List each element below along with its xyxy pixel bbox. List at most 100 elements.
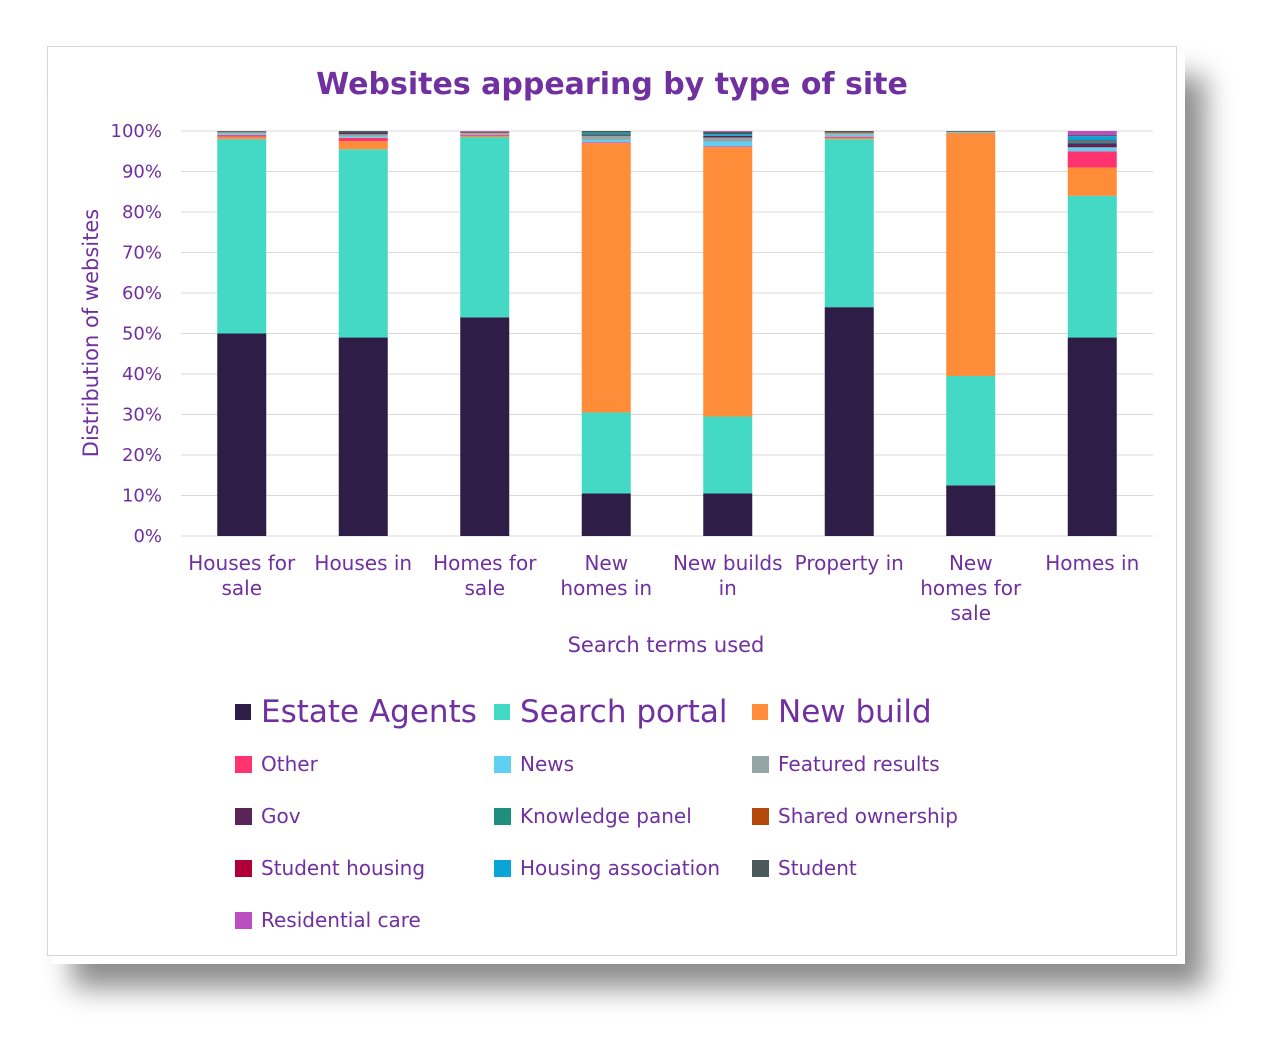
bar-segment xyxy=(338,337,388,536)
bar-segment xyxy=(338,149,388,338)
bar-segment xyxy=(581,132,631,134)
legend-label: Student housing xyxy=(261,856,425,880)
bar-segment xyxy=(946,485,996,537)
bar-segment xyxy=(217,333,267,536)
bar-segment xyxy=(1067,131,1117,136)
bar-segment xyxy=(824,132,874,134)
bar-segment xyxy=(581,135,631,136)
bar-segment xyxy=(581,131,631,133)
bar-segment xyxy=(217,131,267,133)
legend-label: Shared ownership xyxy=(778,804,958,828)
legend-label: Gov xyxy=(261,804,301,828)
bar-segment xyxy=(703,141,753,147)
bar-segment xyxy=(338,134,388,137)
x-category-label: New builds xyxy=(673,551,783,575)
legend-label: Residential care xyxy=(261,908,421,932)
legend-label: Housing association xyxy=(520,856,720,880)
bar-segment xyxy=(217,131,267,132)
legend-label: Estate Agents xyxy=(261,694,477,730)
legend-label: Knowledge panel xyxy=(520,804,692,828)
bar-segment xyxy=(581,139,631,143)
legend-swatch xyxy=(494,756,511,773)
bar-segment xyxy=(581,143,631,413)
bar-segment xyxy=(946,131,996,133)
bar-segment xyxy=(460,131,510,132)
bar-segment xyxy=(1067,143,1117,148)
bar-segment xyxy=(217,133,267,136)
x-category-label: sale xyxy=(950,601,991,625)
bar-segment xyxy=(338,137,388,142)
bar-segment xyxy=(581,412,631,494)
legend-swatch xyxy=(235,808,252,825)
bar-segment xyxy=(1067,136,1117,141)
y-tick-label: 40% xyxy=(122,364,162,385)
bar-segment xyxy=(824,133,874,135)
x-category-label: homes in xyxy=(560,576,652,600)
legend-swatch xyxy=(752,704,768,720)
legend-label: Other xyxy=(261,752,319,776)
bar-segment xyxy=(824,137,874,140)
x-category-label: Houses in xyxy=(314,551,412,575)
bar-segment xyxy=(1067,151,1117,168)
bar-segment xyxy=(460,131,510,133)
bar-segment xyxy=(1067,148,1117,152)
bar-segment xyxy=(946,133,996,377)
y-tick-label: 80% xyxy=(122,202,162,223)
x-category-label: Homes for xyxy=(433,551,537,575)
bar-segment xyxy=(460,135,510,138)
bar-segment xyxy=(703,131,753,132)
y-axis-ticks: 0% 10% 20% 30% 40% 50% 60% 70% 80% 90% 100% xyxy=(111,121,162,547)
y-tick-label: 60% xyxy=(122,283,162,304)
bar-segment xyxy=(1067,140,1117,142)
legend-swatch xyxy=(235,704,251,720)
y-tick-label: 20% xyxy=(122,445,162,466)
x-category-label: sale xyxy=(221,576,262,600)
x-category-label: sale xyxy=(464,576,505,600)
legend-swatch xyxy=(235,756,252,773)
bar-segment xyxy=(946,131,996,132)
bar-segment xyxy=(1067,141,1117,144)
bar-segment xyxy=(824,134,874,137)
bar-segment xyxy=(703,131,753,135)
bar-segment xyxy=(581,493,631,536)
legend-label: News xyxy=(520,752,574,776)
legend-swatch xyxy=(752,808,769,825)
bar-segment xyxy=(1067,147,1117,149)
bar-segment xyxy=(703,147,753,417)
bars xyxy=(217,131,1117,537)
y-tick-label: 90% xyxy=(122,162,162,183)
bar-segment xyxy=(581,133,631,136)
y-tick-label: 0% xyxy=(133,526,162,547)
x-category-label: New xyxy=(949,551,993,575)
bar-segment xyxy=(703,135,753,138)
y-tick-label: 100% xyxy=(111,121,162,142)
bar-segment xyxy=(703,416,753,494)
x-category-label: Property in xyxy=(795,551,904,575)
bar-segment xyxy=(581,135,631,140)
legend-swatch xyxy=(235,860,252,877)
legend: Estate Agents Search portal New build Other… xyxy=(235,694,958,932)
bar-segment xyxy=(946,376,996,486)
bar-segment xyxy=(703,137,753,142)
legend-swatch xyxy=(752,756,769,773)
bar-segment xyxy=(824,139,874,308)
legend-label: Featured results xyxy=(778,752,940,776)
bar-segment xyxy=(217,136,267,140)
legend-swatch xyxy=(235,912,252,929)
legend-swatch xyxy=(494,808,511,825)
gridlines xyxy=(181,130,1153,537)
bar-segment xyxy=(217,132,267,134)
bar-segment xyxy=(338,136,388,138)
y-tick-label: 50% xyxy=(122,324,162,345)
bar-segment xyxy=(824,131,874,133)
x-category-label: New xyxy=(584,551,628,575)
bar-segment xyxy=(460,317,510,536)
bar-segment xyxy=(581,142,631,144)
y-tick-label: 70% xyxy=(122,243,162,264)
bar-segment xyxy=(460,137,510,318)
bar-segment xyxy=(946,132,996,134)
x-category-label: in xyxy=(719,576,737,600)
bar-segment xyxy=(703,493,753,536)
